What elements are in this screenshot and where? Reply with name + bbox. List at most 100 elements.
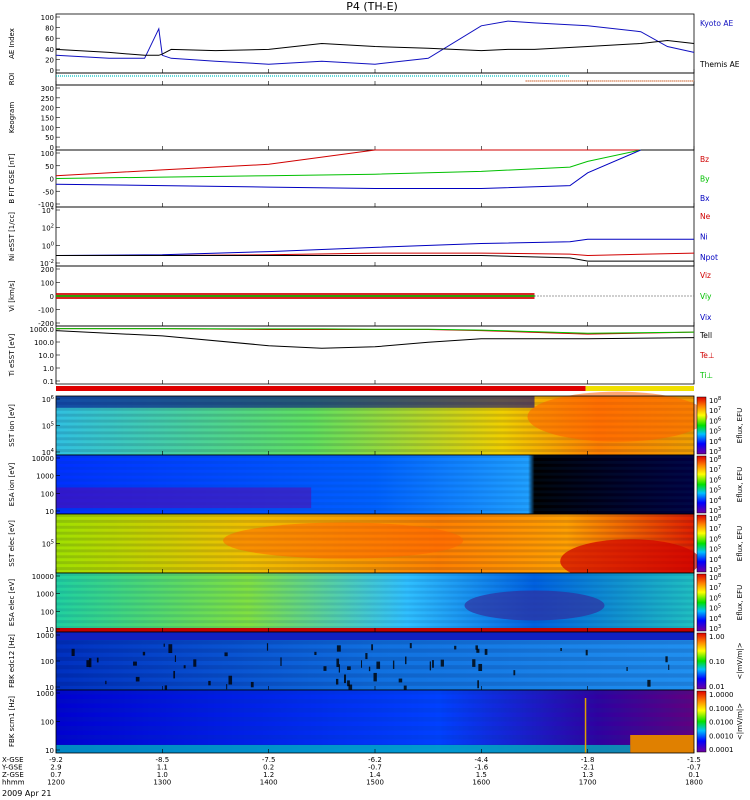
y-tick-label: 10000 xyxy=(32,455,54,463)
x-axis-row-value: 1.1 xyxy=(157,764,168,772)
spectrogram-band xyxy=(56,717,694,722)
spectrogram-dropout xyxy=(280,657,282,666)
series-line xyxy=(55,330,695,349)
spectrogram-dropout xyxy=(250,681,254,688)
colorbar-tick: 107 xyxy=(709,583,721,592)
x-axis-row-value: 1.2 xyxy=(263,771,274,779)
spectrogram-dropout xyxy=(585,649,588,656)
y-tick-label: 0 xyxy=(50,293,54,301)
colorbar-tick: 106 xyxy=(709,534,722,543)
y-axis-label: FBK scm1 [Hz] xyxy=(8,696,16,747)
legend-entry: Tell xyxy=(699,331,712,340)
spectrogram-band xyxy=(56,614,694,618)
colorbar-tick: 106 xyxy=(709,475,722,484)
spectrogram-dropout xyxy=(193,659,197,667)
y-axis-label: Vi [km/s] xyxy=(8,280,16,311)
spectrogram-band xyxy=(56,608,694,612)
spectrogram-dropout xyxy=(228,675,233,685)
legend-entry: Kyoto AE xyxy=(700,19,733,28)
spectrogram-dropout xyxy=(409,643,412,649)
spectrogram-band xyxy=(56,466,694,470)
y-tick-label: 100.0 xyxy=(34,339,54,347)
y-axis-label: Keogram xyxy=(8,102,16,133)
y-tick-label: 104 xyxy=(42,206,55,215)
spectrogram-band xyxy=(56,478,694,482)
panel-frame xyxy=(55,206,695,267)
x-axis-row-label: X-GSE xyxy=(2,756,24,764)
panel-roi: ROI xyxy=(8,72,695,86)
y-tick-label: 150 xyxy=(41,115,54,123)
spectrogram-dropout xyxy=(360,660,363,668)
colorbar xyxy=(696,396,707,455)
y-tick-label: 100 xyxy=(41,280,54,288)
spectrogram-dropout xyxy=(348,684,353,691)
x-axis-row-value: 1600 xyxy=(472,779,490,787)
y-axis-label: SST elec [eV] xyxy=(8,520,16,567)
spectrogram-dropout xyxy=(174,655,176,662)
spectrogram-dropout xyxy=(168,644,173,654)
y-tick-label: 50 xyxy=(45,163,54,171)
spectrogram-dropout xyxy=(105,680,107,685)
spectrogram-hot-region xyxy=(560,539,701,584)
spectrogram-dropout xyxy=(626,667,628,671)
colorbar-tick: 108 xyxy=(709,396,721,405)
colorbar-tick: 0.0001 xyxy=(709,746,734,754)
y-axis-label: ESA elec [eV] xyxy=(8,579,16,626)
y-tick-label: 1000 xyxy=(36,591,54,599)
spectrogram-band xyxy=(56,496,694,500)
y-tick-label: -100 xyxy=(38,307,54,315)
spectrogram-low-band xyxy=(56,487,312,509)
y-tick-label: 1000 xyxy=(36,690,54,698)
spectrogram-band xyxy=(56,472,694,476)
spectrogram-dropout xyxy=(368,666,371,672)
y-axis-label: B FIT GSE [nT] xyxy=(8,153,16,204)
y-tick-label: 300 xyxy=(41,85,54,93)
x-axis-row-value: 1800 xyxy=(685,779,703,787)
panel-b-fit-gse: B FIT GSE [nT] -100 -50 0 50 100 Bz By Bx xyxy=(8,149,710,209)
spectrogram-band xyxy=(56,596,694,600)
spectrogram-band xyxy=(56,567,694,571)
colorbar-tick: 104 xyxy=(709,437,722,446)
status-bar xyxy=(585,386,694,391)
panel-ti: Ti eSST [eV] 0.1 1.0 10.0 100.0 1000.0 Tell Te⊥… xyxy=(8,325,714,386)
y-tick-label: 1000 xyxy=(36,473,54,481)
spectrogram-band xyxy=(56,561,694,565)
spectrogram-dropout xyxy=(89,658,92,668)
colorbar-tick: 108 xyxy=(709,514,721,523)
colorbar-tick: 103 xyxy=(709,506,721,515)
legend-entry: Te⊥ xyxy=(699,351,714,360)
y-tick-label: 100 xyxy=(41,608,54,616)
spectrogram-band xyxy=(56,490,694,494)
y-tick-label: 104 xyxy=(42,448,55,457)
y-tick-label: 10 xyxy=(45,684,54,692)
y-tick-label: 0 xyxy=(50,176,54,184)
spectrogram-band xyxy=(56,413,694,417)
spectrogram-warm-region xyxy=(223,522,464,559)
legend-entry: By xyxy=(700,175,710,184)
y-tick-label: 105 xyxy=(42,540,54,549)
legend-entry: Themis AE xyxy=(699,60,740,69)
x-axis-row-value: 1700 xyxy=(579,779,597,787)
spectrogram-dropout xyxy=(173,670,176,679)
spectrogram-band xyxy=(56,484,694,488)
colorbar xyxy=(696,514,707,573)
colorbar-tick: 107 xyxy=(709,465,721,474)
y-tick-label: 40 xyxy=(45,46,54,54)
y-tick-label: -100 xyxy=(38,201,54,209)
x-axis-row-value: 1200 xyxy=(47,779,65,787)
spectrogram-dropout xyxy=(371,644,374,651)
colorbar-tick: 105 xyxy=(709,604,721,613)
legend-entry: Viz xyxy=(700,271,711,280)
panel-frame xyxy=(55,325,695,385)
spectrogram-dropout xyxy=(484,648,488,655)
spectrogram-band xyxy=(56,620,694,624)
y-axis-label: ROI xyxy=(8,73,16,85)
y-axis-label: AE Index xyxy=(8,28,16,59)
series-line xyxy=(55,20,695,65)
spectrogram-dropout xyxy=(323,666,327,671)
y-axis-label: Ti eSST [eV] xyxy=(8,333,16,377)
colorbar-tick: 1.0000 xyxy=(709,691,734,699)
spectrogram-hot-region xyxy=(527,391,708,442)
spectrogram-dropout xyxy=(376,661,381,669)
